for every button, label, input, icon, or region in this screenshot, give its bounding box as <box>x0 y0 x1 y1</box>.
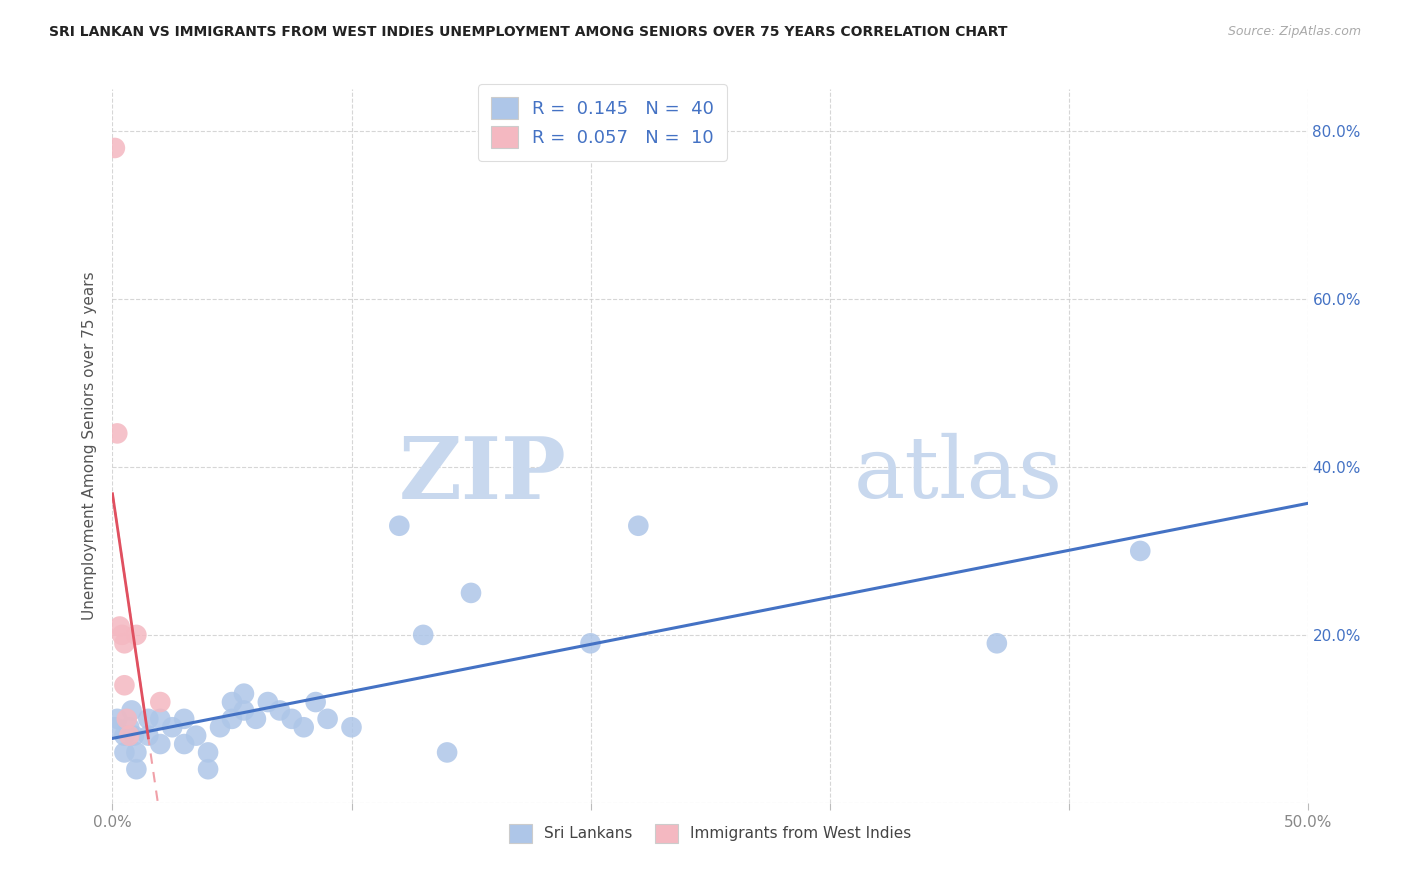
Point <box>108 619 131 633</box>
Point <box>281 712 304 726</box>
Point <box>149 737 172 751</box>
Point <box>209 720 232 734</box>
Point <box>173 712 195 726</box>
Point <box>221 695 243 709</box>
Text: ZIP: ZIP <box>399 433 567 516</box>
Point <box>125 628 148 642</box>
Point <box>197 762 219 776</box>
Point <box>221 712 243 726</box>
Point <box>105 426 128 441</box>
Point <box>104 720 127 734</box>
Point <box>114 636 135 650</box>
Point <box>149 695 172 709</box>
Text: Source: ZipAtlas.com: Source: ZipAtlas.com <box>1227 25 1361 38</box>
Point <box>162 720 183 734</box>
Point <box>245 712 267 726</box>
Point <box>986 636 1008 650</box>
Point <box>388 518 411 533</box>
Point <box>114 678 135 692</box>
Point <box>436 746 458 760</box>
Point <box>233 703 256 717</box>
Point <box>104 141 127 155</box>
Point <box>340 720 363 734</box>
Point <box>138 712 160 726</box>
Point <box>292 720 315 734</box>
Point <box>105 712 128 726</box>
Point <box>121 703 143 717</box>
Point <box>412 628 434 642</box>
Point <box>460 586 482 600</box>
Point <box>627 518 650 533</box>
Point <box>115 712 138 726</box>
Point <box>233 687 256 701</box>
Point <box>114 729 135 743</box>
Point <box>118 729 141 743</box>
Point <box>125 746 148 760</box>
Y-axis label: Unemployment Among Seniors over 75 years: Unemployment Among Seniors over 75 years <box>82 272 97 620</box>
Point <box>257 695 280 709</box>
Point <box>138 729 160 743</box>
Point <box>579 636 602 650</box>
Point <box>114 746 135 760</box>
Text: SRI LANKAN VS IMMIGRANTS FROM WEST INDIES UNEMPLOYMENT AMONG SENIORS OVER 75 YEA: SRI LANKAN VS IMMIGRANTS FROM WEST INDIE… <box>49 25 1008 39</box>
Point <box>118 720 141 734</box>
Point <box>111 628 134 642</box>
Text: atlas: atlas <box>853 433 1063 516</box>
Point <box>316 712 339 726</box>
Point <box>149 712 172 726</box>
Legend: Sri Lankans, Immigrants from West Indies: Sri Lankans, Immigrants from West Indies <box>502 818 918 848</box>
Point <box>269 703 291 717</box>
Point <box>173 737 195 751</box>
Point <box>186 729 208 743</box>
Point <box>305 695 328 709</box>
Point <box>1129 544 1152 558</box>
Point <box>125 762 148 776</box>
Point <box>122 729 145 743</box>
Point <box>197 746 219 760</box>
